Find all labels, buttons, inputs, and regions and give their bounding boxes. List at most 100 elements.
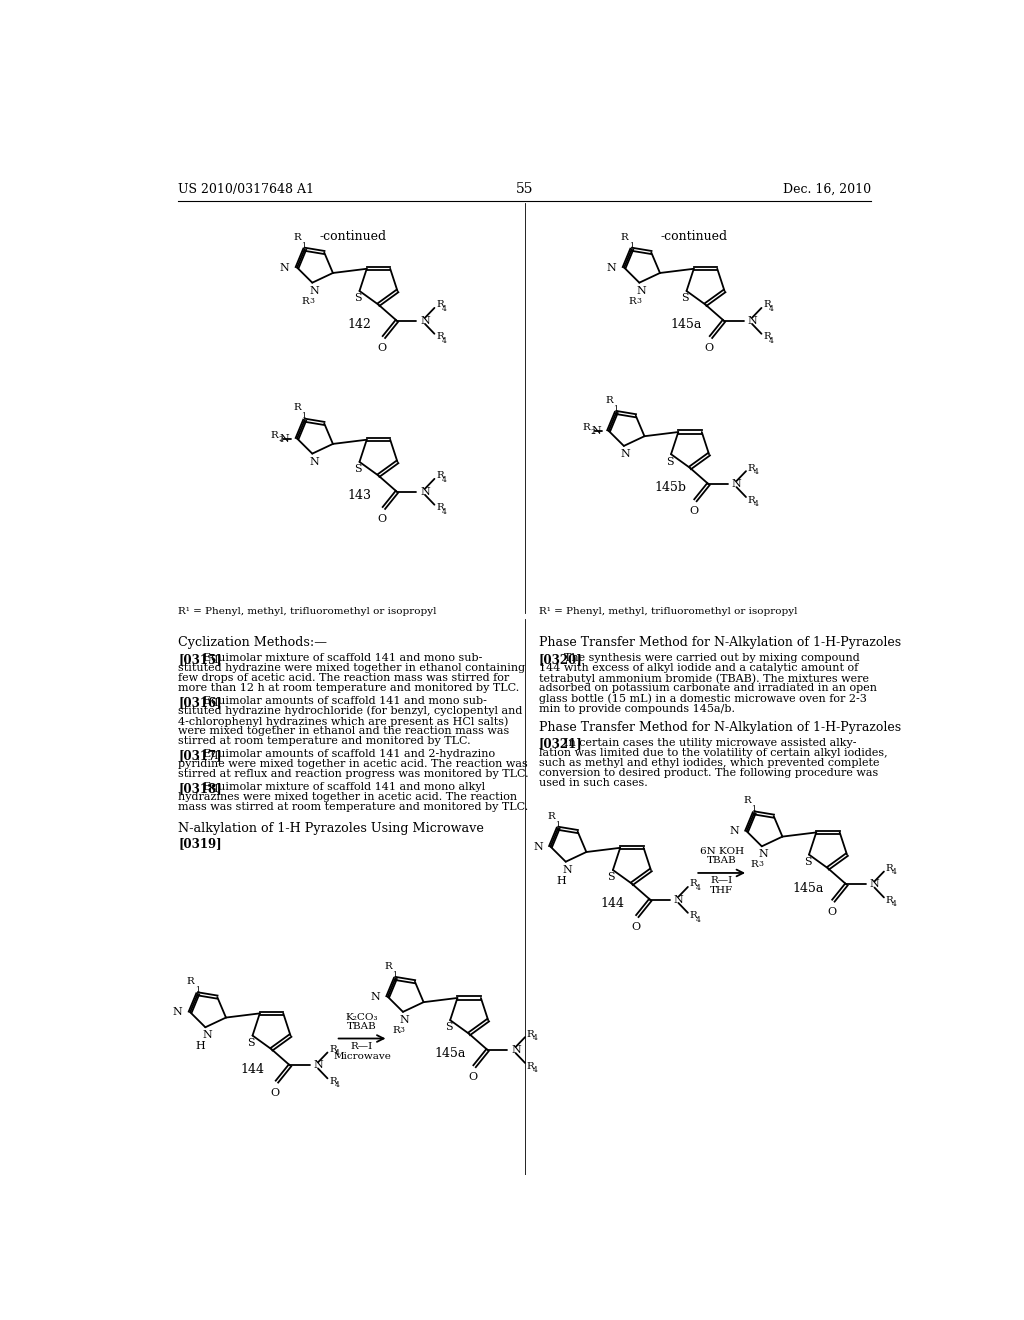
Text: R: R bbox=[526, 1030, 535, 1039]
Text: R: R bbox=[605, 396, 613, 405]
Text: N: N bbox=[202, 1031, 212, 1040]
Text: N: N bbox=[309, 457, 318, 467]
Text: R: R bbox=[621, 232, 629, 242]
Text: R—I: R—I bbox=[711, 876, 733, 884]
Text: -continued: -continued bbox=[660, 230, 727, 243]
Text: R: R bbox=[583, 424, 590, 432]
Text: US 2010/0317648 A1: US 2010/0317648 A1 bbox=[178, 182, 314, 195]
Text: R—I: R—I bbox=[351, 1041, 373, 1051]
Text: R: R bbox=[526, 1061, 535, 1071]
Text: glass bottle (15 mL) in a domestic microwave oven for 2-3: glass bottle (15 mL) in a domestic micro… bbox=[539, 693, 866, 704]
Text: R: R bbox=[436, 333, 443, 342]
Text: [0319]: [0319] bbox=[178, 837, 222, 850]
Text: N: N bbox=[748, 315, 757, 326]
Text: 4: 4 bbox=[442, 508, 447, 516]
Text: 4: 4 bbox=[754, 500, 759, 508]
Text: R: R bbox=[748, 463, 756, 473]
Text: O: O bbox=[705, 343, 714, 354]
Text: S: S bbox=[354, 293, 361, 304]
Text: R: R bbox=[187, 977, 195, 986]
Text: R: R bbox=[294, 404, 302, 412]
Text: [0316]: [0316] bbox=[178, 696, 222, 709]
Text: R: R bbox=[886, 865, 893, 873]
Text: pyridine were mixed together in acetic acid. The reaction was: pyridine were mixed together in acetic a… bbox=[178, 759, 528, 770]
Text: R: R bbox=[751, 861, 759, 869]
Text: 144: 144 bbox=[240, 1063, 264, 1076]
Text: R: R bbox=[436, 301, 443, 309]
Text: R: R bbox=[385, 962, 392, 970]
Text: [0320]: [0320] bbox=[539, 653, 583, 665]
Text: 4: 4 bbox=[769, 305, 774, 313]
Text: N: N bbox=[371, 991, 380, 1002]
Text: R: R bbox=[886, 896, 893, 906]
Text: more than 12 h at room temperature and monitored by TLC.: more than 12 h at room temperature and m… bbox=[178, 684, 519, 693]
Text: 4: 4 bbox=[892, 869, 897, 876]
Text: 1: 1 bbox=[751, 805, 756, 813]
Text: 145b: 145b bbox=[654, 482, 686, 495]
Text: Equimolar mixture of scaffold 141 and mono sub-: Equimolar mixture of scaffold 141 and mo… bbox=[203, 653, 482, 663]
Text: S: S bbox=[444, 1023, 453, 1032]
Text: 4: 4 bbox=[442, 475, 447, 483]
Text: R: R bbox=[270, 430, 279, 440]
Text: few drops of acetic acid. The reaction mass was stirred for: few drops of acetic acid. The reaction m… bbox=[178, 673, 510, 682]
Text: H: H bbox=[196, 1041, 206, 1051]
Text: 4: 4 bbox=[892, 900, 897, 908]
Text: N: N bbox=[280, 433, 290, 444]
Text: conversion to desired product. The following procedure was: conversion to desired product. The follo… bbox=[539, 768, 878, 777]
Text: N: N bbox=[869, 879, 880, 890]
Text: 1: 1 bbox=[302, 242, 306, 249]
Text: S: S bbox=[681, 293, 689, 304]
Text: 4: 4 bbox=[335, 1049, 340, 1057]
Text: O: O bbox=[827, 907, 837, 917]
Text: In certain cases the utility microwave assisted alky-: In certain cases the utility microwave a… bbox=[563, 738, 856, 747]
Text: 145a: 145a bbox=[671, 318, 701, 331]
Text: Equimolar amounts of scaffold 141 and 2-hydrazino: Equimolar amounts of scaffold 141 and 2-… bbox=[203, 748, 496, 759]
Text: R: R bbox=[748, 495, 756, 504]
Text: 2: 2 bbox=[590, 428, 595, 436]
Text: 1: 1 bbox=[613, 405, 618, 413]
Text: stituted hydrazine hydrochloride (for benzyl, cyclopentyl and: stituted hydrazine hydrochloride (for be… bbox=[178, 706, 522, 717]
Text: O: O bbox=[378, 343, 387, 354]
Text: O: O bbox=[689, 507, 698, 516]
Text: hydrazines were mixed together in acetic acid. The reaction: hydrazines were mixed together in acetic… bbox=[178, 792, 517, 801]
Text: [0315]: [0315] bbox=[178, 653, 222, 665]
Text: 4: 4 bbox=[335, 1081, 340, 1089]
Text: Microwave: Microwave bbox=[333, 1052, 391, 1060]
Text: 3: 3 bbox=[636, 297, 641, 305]
Text: R¹ = Phenyl, methyl, trifluoromethyl or isopropyl: R¹ = Phenyl, methyl, trifluoromethyl or … bbox=[178, 607, 437, 615]
Text: N: N bbox=[511, 1045, 521, 1055]
Text: N: N bbox=[674, 895, 683, 906]
Text: [0317]: [0317] bbox=[178, 748, 222, 762]
Text: 2: 2 bbox=[279, 436, 284, 444]
Text: R: R bbox=[436, 471, 443, 480]
Text: 4: 4 bbox=[754, 469, 759, 477]
Text: R¹ = Phenyl, methyl, trifluoromethyl or isopropyl: R¹ = Phenyl, methyl, trifluoromethyl or … bbox=[539, 607, 798, 615]
Text: N: N bbox=[309, 285, 318, 296]
Text: N: N bbox=[732, 479, 741, 490]
Text: N: N bbox=[636, 285, 646, 296]
Text: Dec. 16, 2010: Dec. 16, 2010 bbox=[783, 182, 871, 195]
Text: N: N bbox=[420, 315, 430, 326]
Text: 4: 4 bbox=[695, 884, 700, 892]
Text: such as methyl and ethyl iodides, which prevented complete: such as methyl and ethyl iodides, which … bbox=[539, 758, 880, 768]
Text: 144 with excess of alkyl iodide and a catalytic amount of: 144 with excess of alkyl iodide and a ca… bbox=[539, 663, 858, 673]
Text: 1: 1 bbox=[392, 970, 397, 978]
Text: N: N bbox=[729, 826, 739, 837]
Text: [0318]: [0318] bbox=[178, 781, 222, 795]
Text: used in such cases.: used in such cases. bbox=[539, 779, 647, 788]
Text: Phase Transfer Method for N-Alkylation of 1-H-Pyrazoles: Phase Transfer Method for N-Alkylation o… bbox=[539, 636, 901, 649]
Text: -continued: -continued bbox=[319, 230, 386, 243]
Text: R: R bbox=[763, 333, 771, 342]
Text: R: R bbox=[689, 911, 697, 920]
Text: 142: 142 bbox=[347, 318, 371, 331]
Text: stirred at reflux and reaction progress was monitored by TLC.: stirred at reflux and reaction progress … bbox=[178, 770, 529, 779]
Text: R: R bbox=[329, 1045, 337, 1053]
Text: O: O bbox=[631, 923, 640, 932]
Text: TBAB: TBAB bbox=[707, 857, 736, 866]
Text: 1: 1 bbox=[555, 821, 560, 829]
Text: 1: 1 bbox=[195, 986, 200, 994]
Text: R: R bbox=[392, 1026, 399, 1035]
Text: N: N bbox=[621, 449, 630, 459]
Text: 143: 143 bbox=[347, 490, 371, 502]
Text: 55: 55 bbox=[516, 182, 534, 197]
